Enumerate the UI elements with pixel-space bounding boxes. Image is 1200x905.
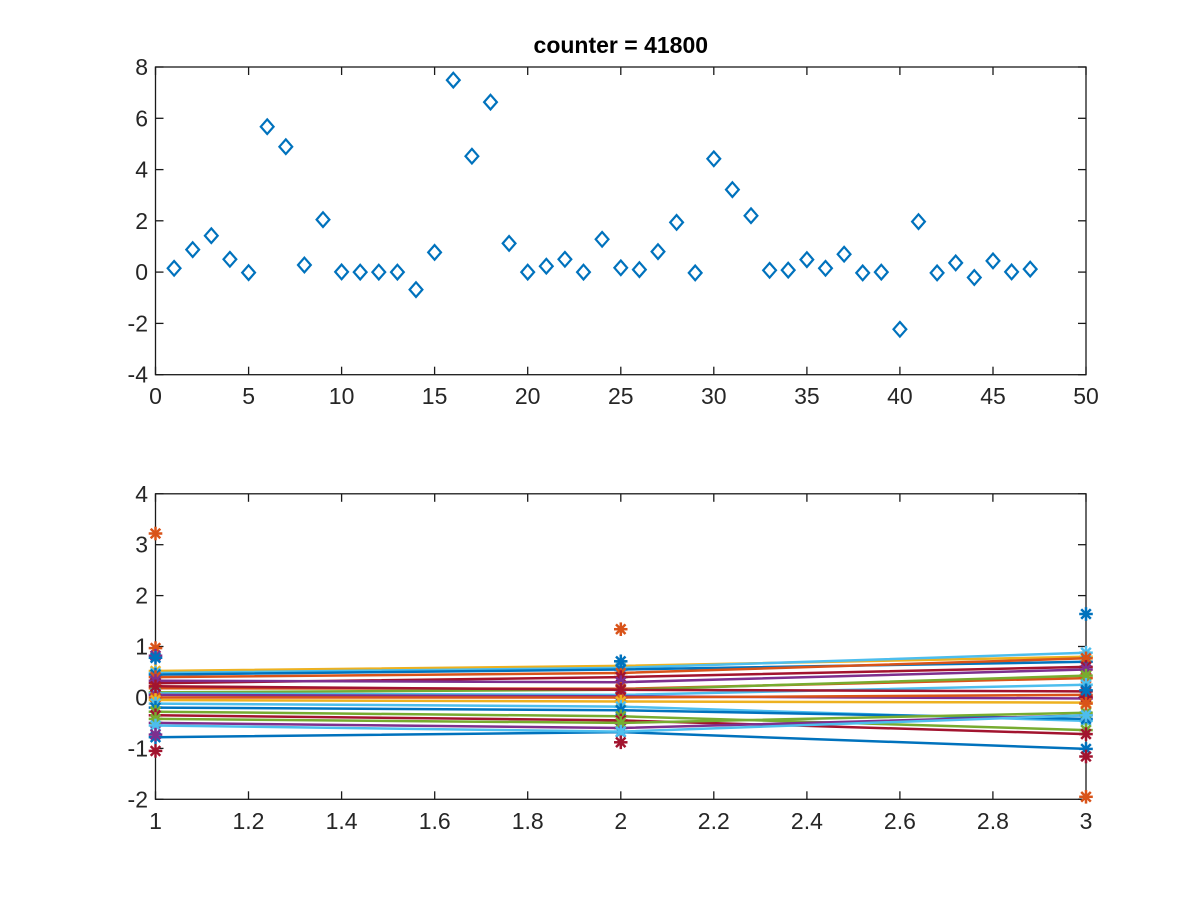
svg-text:35: 35 [794,383,820,409]
svg-text:30: 30 [701,383,727,409]
svg-text:1.6: 1.6 [419,808,451,834]
svg-text:3: 3 [135,532,148,558]
svg-text:2.2: 2.2 [698,808,730,834]
svg-text:0: 0 [135,259,148,285]
svg-text:2: 2 [135,583,148,609]
svg-text:2: 2 [614,808,627,834]
svg-text:4: 4 [135,157,148,183]
svg-text:8: 8 [135,54,148,80]
svg-text:-2: -2 [128,310,148,336]
svg-text:1: 1 [149,808,162,834]
svg-text:2: 2 [135,208,148,234]
svg-text:3: 3 [1080,808,1093,834]
svg-text:2.8: 2.8 [977,808,1009,834]
svg-text:10: 10 [329,383,355,409]
svg-text:1.4: 1.4 [326,808,358,834]
svg-text:1: 1 [135,634,148,660]
svg-text:15: 15 [422,383,448,409]
svg-text:-2: -2 [128,786,148,812]
svg-text:0: 0 [135,685,148,711]
svg-text:0: 0 [149,383,162,409]
svg-text:6: 6 [135,105,148,131]
svg-text:25: 25 [608,383,634,409]
svg-text:1.8: 1.8 [512,808,544,834]
svg-text:-4: -4 [128,362,149,388]
svg-text:40: 40 [887,383,913,409]
svg-text:2.4: 2.4 [791,808,823,834]
svg-text:5: 5 [242,383,255,409]
svg-text:4: 4 [135,481,148,507]
svg-text:1.2: 1.2 [233,808,265,834]
svg-text:45: 45 [980,383,1006,409]
svg-text:-1: -1 [128,735,148,761]
svg-text:counter = 41800: counter = 41800 [534,32,709,58]
svg-text:2.6: 2.6 [884,808,916,834]
svg-text:50: 50 [1073,383,1099,409]
svg-text:20: 20 [515,383,541,409]
